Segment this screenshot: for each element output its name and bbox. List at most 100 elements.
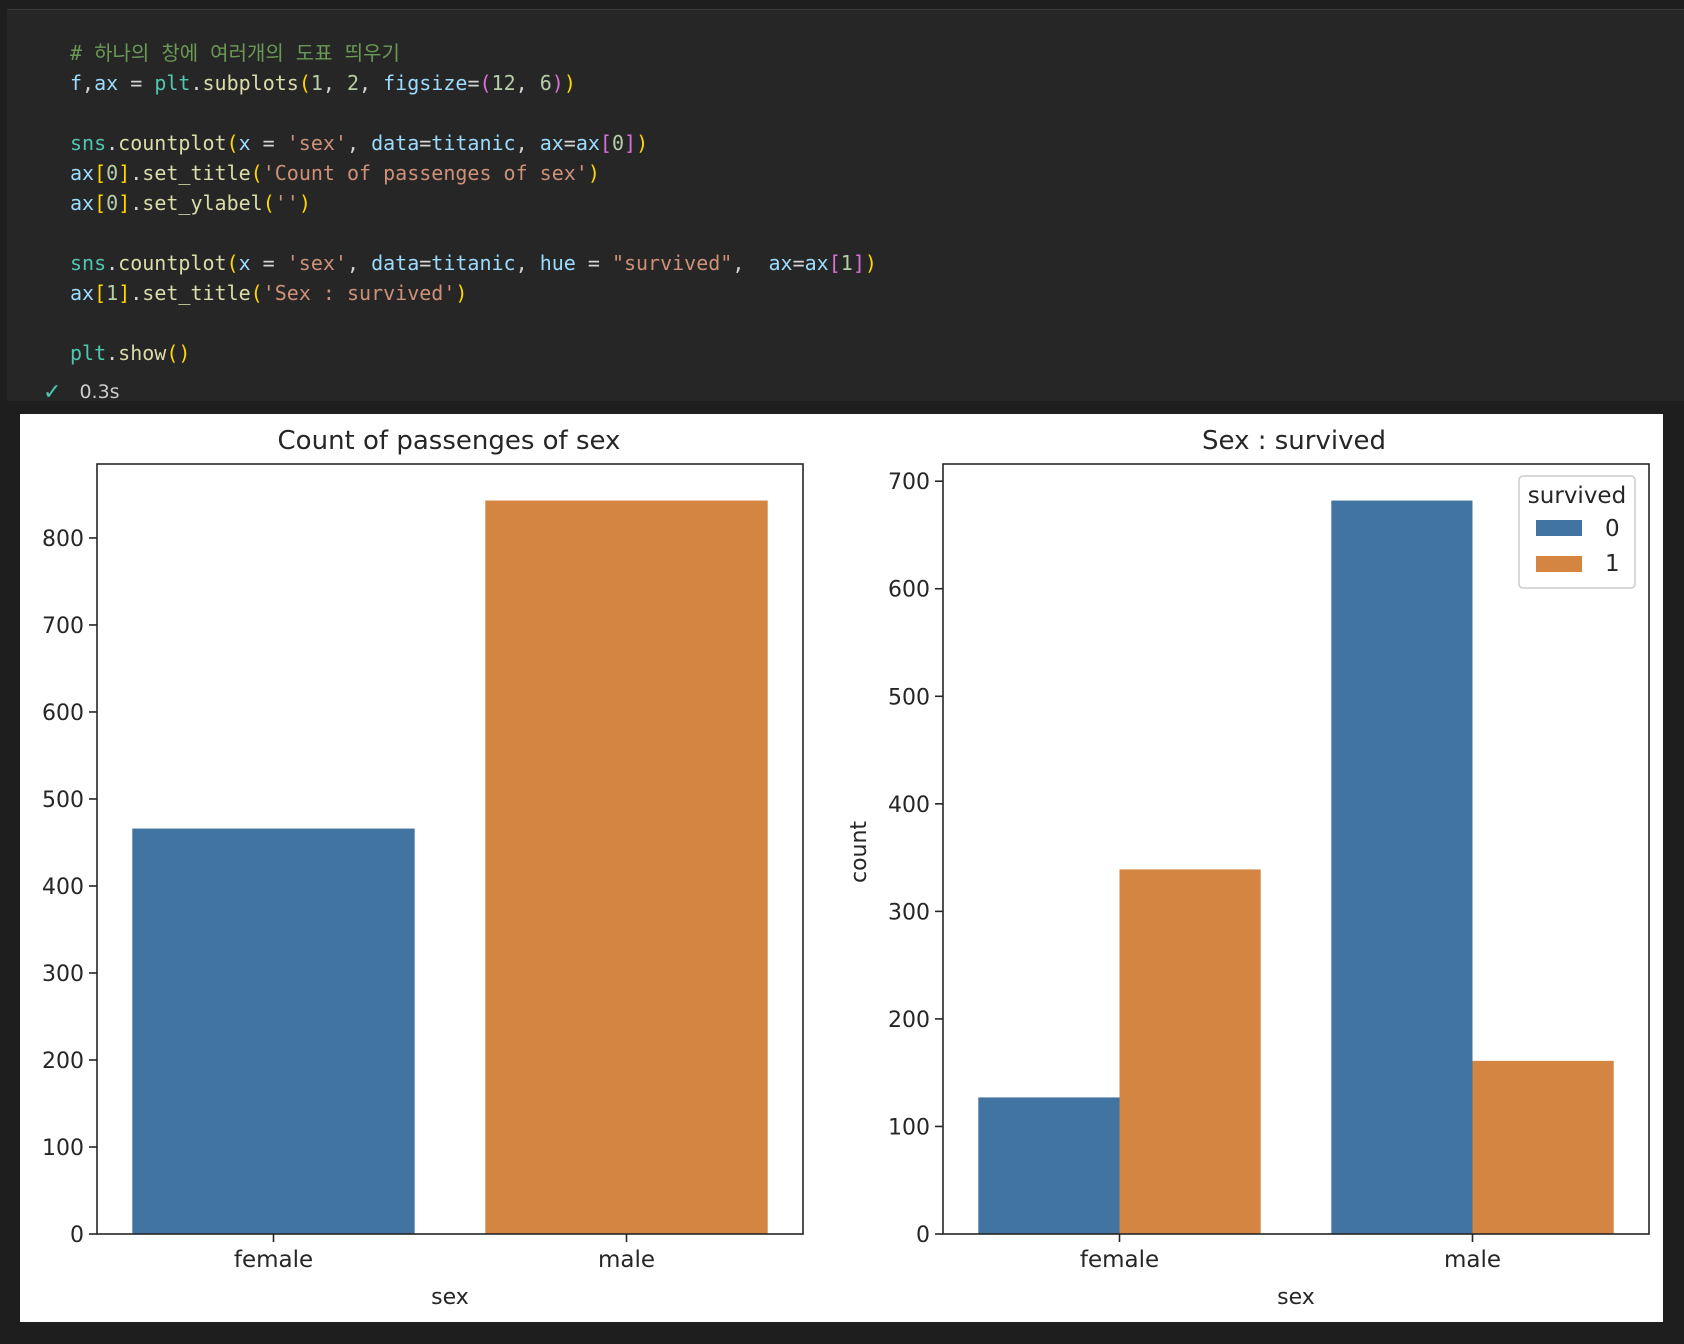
code-token: ax — [70, 281, 95, 305]
execution-time: 0.3s — [79, 381, 120, 403]
code-token: . — [130, 281, 143, 305]
code-token: ] — [624, 131, 637, 155]
code-token: ( — [250, 281, 263, 305]
legend: survived 0 1 — [1518, 475, 1636, 589]
code-token: [ — [94, 191, 107, 215]
legend-swatch-0 — [1536, 520, 1582, 536]
code-token: ax — [539, 131, 564, 155]
code-token: ( — [226, 251, 239, 275]
code-token: = — [419, 251, 432, 275]
code-token: [ — [94, 281, 107, 305]
legend-label-1: 1 — [1605, 551, 1620, 577]
code-token: ) — [563, 71, 576, 95]
chart-right-title: Sex : survived — [1202, 426, 1386, 456]
code-token: , — [515, 131, 540, 155]
figure: Count of passenges of sex 01002003004005… — [42, 426, 1650, 1310]
code-token: ax — [804, 251, 829, 275]
code-cell[interactable]: # 하나의 창에 여러개의 도표 띄우기 f,ax = plt.subplots(… — [7, 9, 1684, 405]
code-token: . — [190, 71, 203, 95]
code-token: ] — [118, 161, 131, 185]
code-token: ( — [226, 131, 239, 155]
code-token: '' — [274, 191, 299, 215]
code-token: = — [575, 251, 612, 275]
code-token: 'sex' — [286, 131, 347, 155]
x-tick-label: male — [1444, 1247, 1501, 1273]
code-line[interactable] — [70, 98, 877, 128]
code-token: = — [563, 131, 576, 155]
chart-right-frame — [942, 463, 1650, 1235]
code-token: , — [515, 251, 540, 275]
code-token: # 하나의 창에 여러개의 도표 띄우기 — [70, 41, 400, 65]
code-token: f — [70, 71, 83, 95]
check-icon: ✓ — [43, 379, 62, 405]
code-line[interactable]: ax[1].set_title('Sex : survived') — [70, 278, 877, 308]
code-token: 1 — [310, 71, 323, 95]
chart-left-frame — [96, 463, 804, 1235]
code-token: = — [118, 71, 155, 95]
code-token: set_ylabel — [142, 191, 263, 215]
code-token: ) — [455, 281, 468, 305]
code-token: set_title — [142, 281, 251, 305]
code-token: ) — [864, 251, 877, 275]
code-line[interactable]: f,ax = plt.subplots(1, 2, figsize=(12, 6… — [70, 68, 877, 98]
code-token: , — [359, 71, 384, 95]
x-tick-label: female — [234, 1247, 313, 1273]
code-line[interactable]: plt.show() — [70, 338, 877, 368]
y-tick-label: 600 — [888, 578, 930, 603]
code-token: () — [166, 341, 191, 365]
code-token: . — [106, 341, 119, 365]
code-token: , — [732, 251, 769, 275]
code-token: 12 — [491, 71, 516, 95]
code-token: 'Sex : survived' — [262, 281, 456, 305]
chart-right-ylabel: count — [847, 821, 872, 883]
y-tick-label: 600 — [42, 701, 84, 726]
code-token: , — [82, 71, 95, 95]
code-token: "survived" — [611, 251, 733, 275]
code-token: x — [238, 131, 251, 155]
code-token: 'sex' — [286, 251, 347, 275]
code-token: = — [792, 251, 805, 275]
code-token: x — [238, 251, 251, 275]
code-token: . — [130, 161, 143, 185]
y-tick-label: 500 — [42, 788, 84, 813]
y-tick-label: 700 — [42, 614, 84, 639]
code-token: 0 — [106, 191, 119, 215]
code-line[interactable]: ax[0].set_ylabel('') — [70, 188, 877, 218]
code-token: , — [346, 131, 372, 155]
bar-female-1 — [1119, 869, 1261, 1234]
code-token: ax — [94, 71, 119, 95]
code-editor[interactable]: # 하나의 창에 여러개의 도표 띄우기 f,ax = plt.subplots(… — [70, 38, 877, 368]
code-token: . — [106, 251, 119, 275]
code-token: ( — [479, 71, 492, 95]
code-token: , — [515, 71, 540, 95]
y-tick-label: 300 — [42, 962, 84, 987]
code-line[interactable]: ax[0].set_title('Count of passenges of s… — [70, 158, 877, 188]
code-token: ( — [262, 191, 275, 215]
code-line[interactable]: # 하나의 창에 여러개의 도표 띄우기 — [70, 38, 877, 68]
code-token: [ — [94, 161, 107, 185]
bar-male-1 — [1472, 1060, 1614, 1234]
cell-output: Count of passenges of sex 0 100 200 300 400 5… — [20, 414, 1663, 1322]
code-token: ] — [118, 191, 131, 215]
y-tick-label: 500 — [888, 685, 930, 710]
code-token: countplot — [118, 131, 227, 155]
code-token: = — [467, 71, 480, 95]
y-tick-label: 200 — [42, 1049, 84, 1074]
code-token: countplot — [118, 251, 227, 275]
code-token: titanic — [431, 131, 516, 155]
code-token: plt — [70, 341, 107, 365]
legend-title: survived — [1528, 483, 1626, 509]
x-tick-label: male — [598, 1247, 655, 1273]
code-token: show — [118, 341, 167, 365]
code-token: hue — [539, 251, 576, 275]
code-token: sns — [70, 131, 107, 155]
code-token: sns — [70, 251, 107, 275]
legend-swatch-1 — [1536, 556, 1582, 572]
chart-right: Sex : survived 0 100 200 300 400 500 600 700 fe… — [847, 426, 1650, 1310]
code-line[interactable]: sns.countplot(x = 'sex', data=titanic, a… — [70, 128, 877, 158]
code-line[interactable] — [70, 218, 877, 248]
code-token: = — [419, 131, 432, 155]
code-line[interactable]: sns.countplot(x = 'sex', data=titanic, h… — [70, 248, 877, 278]
code-line[interactable] — [70, 308, 877, 338]
code-token: ) — [298, 191, 311, 215]
